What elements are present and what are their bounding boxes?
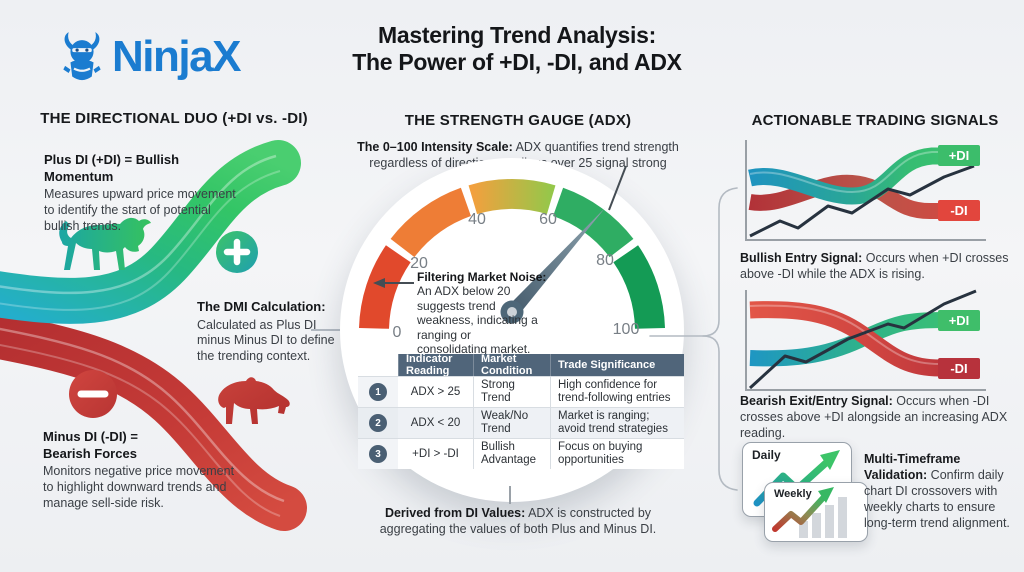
minus-di-ribbon (748, 174, 980, 220)
dmi-to-gauge-connector (311, 329, 346, 331)
center-column-heading: THE STRENGTH GAUGE (ADX) (404, 112, 632, 129)
derived-rest: ADX is constructed by aggregating the va… (379, 506, 657, 536)
table-header-condition: Market Condition (473, 353, 550, 377)
daily-label: Daily (752, 448, 781, 462)
plus-di-label-box (938, 145, 980, 166)
bearish-signal-lead: Bearish Exit/Entry Signal: (740, 394, 893, 408)
row-number-badge: 2 (369, 414, 387, 432)
table-cell-reading: ADX < 20 (398, 407, 473, 438)
minus-di-body: Monitors negative price movement to high… (43, 464, 235, 510)
table-row: 1 (358, 376, 398, 407)
weekly-chart-card: Weekly (764, 482, 868, 542)
page-title-line2: The Power of +DI, -DI, and ADX (352, 48, 682, 75)
dmi-title: The DMI Calculation: (197, 299, 326, 314)
multi-timeframe-caption: Multi-Timeframe Validation: Confirm dail… (864, 452, 1016, 531)
minus-di-block: Minus DI (-DI) = Bearish Forces Monitors… (43, 429, 234, 512)
filtering-noise-rest: An ADX below 20 suggests trend weakness,… (417, 284, 538, 356)
gauge-tick-80: 80 (596, 252, 614, 269)
table-corner-cell (358, 354, 398, 376)
table-header-reading: Indicator Reading (398, 353, 473, 377)
minus-di-label: -DI (950, 361, 967, 376)
gauge-to-signals-bracket (649, 187, 738, 491)
table-cell-condition: Strong Trend (473, 376, 550, 407)
bearish-signal-rest: Occurs when -DI crosses above +DI alongs… (740, 394, 1008, 440)
gauge-tick-labels: 0 20 40 60 80 100 (393, 211, 640, 341)
filtering-noise-lead: Filtering Market Noise: (417, 270, 547, 284)
bearish-crossover-chart: +DI -DI (745, 289, 986, 391)
bullish-signal-rest: Occurs when +DI crosses above -DI while … (740, 251, 1009, 281)
chart-axes (745, 140, 986, 241)
plus-di-ribbon (748, 147, 980, 205)
brand-logo: NinjaX (58, 30, 241, 84)
row-number-badge: 3 (369, 445, 387, 463)
multi-timeframe-lead: Multi-Timeframe Validation: (864, 452, 961, 482)
table-header-significance: Trade Significance (550, 354, 684, 376)
page-title: Mastering Trend Analysis: The Power of +… (330, 22, 704, 76)
brand-name: NinjaX (112, 32, 241, 81)
plus-di-title: Plus DI (+DI) = Bullish Momentum (44, 152, 180, 184)
derived-lead: Derived from DI Values: (384, 506, 526, 520)
gauge-tick-0: 0 (393, 324, 402, 341)
gauge-tick-60: 60 (539, 211, 557, 228)
filtering-noise-note: Filtering Market Noise: An ADX below 20 … (417, 270, 547, 356)
weekly-label: Weekly (774, 488, 812, 500)
gauge-tick-20: 20 (410, 255, 428, 272)
gauge-tick-40: 40 (468, 211, 486, 228)
plus-di-body: Measures upward price movement to identi… (44, 187, 236, 233)
row-number-badge: 1 (369, 383, 387, 401)
table-row: 3 (358, 438, 398, 469)
gauge-to-footer-connector (509, 486, 511, 504)
note-arrow-icon (373, 278, 414, 288)
table-cell-reading: +DI > -DI (398, 438, 473, 469)
gauge-tick-100: 100 (613, 321, 640, 338)
ninja-beetle-icon (63, 32, 101, 81)
weekly-trend-arrow-icon (772, 487, 847, 538)
directional-duo-artwork (0, 140, 307, 531)
adx-line (749, 164, 975, 238)
plus-di-label: +DI (949, 148, 970, 163)
adx-gauge: 0 20 40 60 80 100 (359, 179, 665, 341)
plus-di-block: Plus DI (+DI) = Bullish Momentum Measure… (44, 152, 249, 235)
left-column-heading: THE DIRECTIONAL DUO (+DI vs. -DI) (40, 110, 308, 127)
page-title-line1: Mastering Trend Analysis: (378, 22, 656, 48)
plus-circle-icon (216, 231, 258, 273)
table-cell-condition: Bullish Advantage (473, 438, 550, 469)
table-cell-reading: ADX > 25 (398, 376, 473, 407)
minus-di-label-box (938, 200, 980, 221)
minus-circle-icon (69, 370, 117, 418)
table-cell-condition: Weak/No Trend (473, 407, 550, 438)
right-column-heading: ACTIONABLE TRADING SIGNALS (751, 112, 999, 129)
weekly-bars (799, 497, 847, 538)
adx-line (748, 289, 977, 390)
minus-di-title: Minus DI (-DI) = Bearish Forces (43, 429, 138, 461)
intro-to-gauge-connector (608, 165, 627, 211)
minus-di-label: -DI (950, 203, 967, 218)
derived-from-di-note: Derived from DI Values: ADX is construct… (352, 506, 684, 538)
table-cell-significance: Market is ranging; avoid trend strategie… (550, 407, 684, 438)
bullish-ribbon (0, 140, 301, 324)
multi-timeframe-rest: Confirm daily chart DI crossovers with w… (864, 467, 1010, 530)
minus-di-label-box (938, 358, 980, 379)
bear-icon (218, 377, 290, 424)
bull-icon (59, 217, 152, 270)
chart-axes (745, 290, 986, 391)
adx-readings-table: Indicator Reading Market Condition Trade… (358, 353, 684, 469)
table-cell-significance: High confidence for trend-following entr… (550, 376, 684, 407)
bearish-ribbon (0, 312, 307, 531)
table-row: 2 (358, 407, 398, 438)
bullish-signal-lead: Bullish Entry Signal: (740, 251, 863, 265)
gauge-needle (500, 208, 605, 324)
bearish-signal-caption: Bearish Exit/Entry Signal: Occurs when -… (740, 394, 1024, 442)
bullish-signal-caption: Bullish Entry Signal: Occurs when +DI cr… (740, 251, 1012, 283)
intensity-scale-lead: The 0–100 Intensity Scale: (357, 140, 513, 154)
plus-di-label-box (938, 310, 980, 331)
dmi-block: The DMI Calculation: Calculated as Plus … (197, 299, 339, 365)
table-cell-significance: Focus on buying opportunities (550, 438, 684, 469)
plus-di-label: +DI (949, 313, 970, 328)
bullish-crossover-chart: +DI -DI (745, 140, 986, 241)
dmi-body: Calculated as Plus DI minus Minus DI to … (197, 317, 335, 364)
